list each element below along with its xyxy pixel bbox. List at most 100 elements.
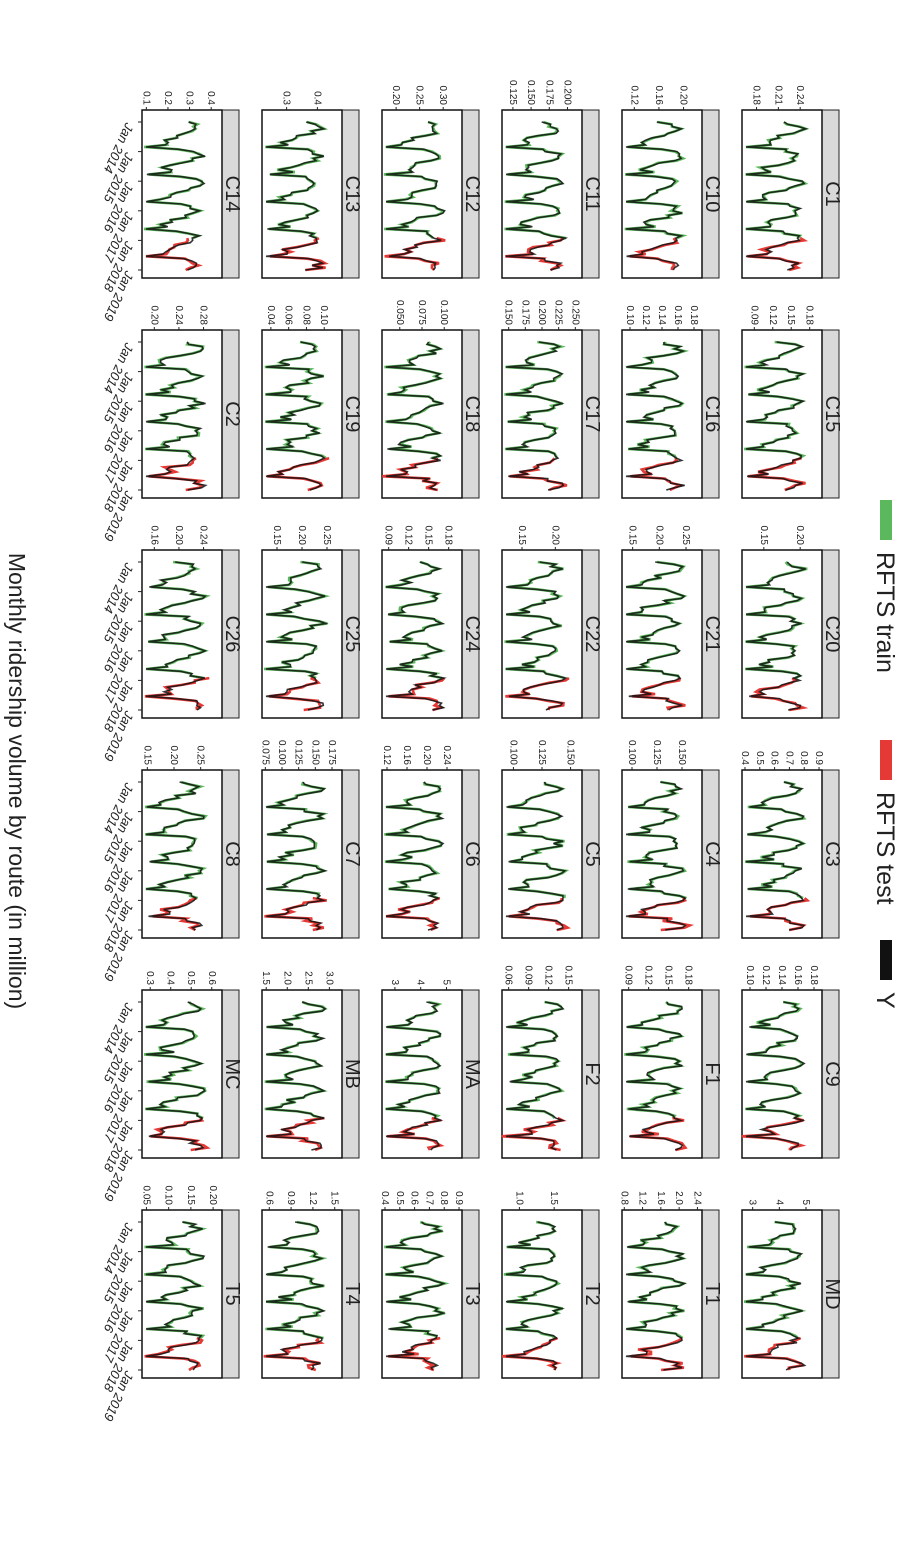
- series-y: [385, 561, 447, 711]
- legend: RFTS train RFTS test Y: [871, 500, 899, 1009]
- ytick-label: 0.06: [503, 966, 514, 986]
- ytick-label: 3.0: [323, 971, 334, 985]
- series-y: [625, 341, 686, 491]
- ytick-label: 0.12: [403, 526, 414, 546]
- panel-C6: C6 0.24 0.20 0.16 0.12: [381, 746, 483, 939]
- panel-MA: MA 5 4 3: [381, 979, 483, 1159]
- panel-box-C19: [261, 329, 343, 499]
- ytick-label: 0.3: [184, 91, 195, 105]
- panel-box-C7: [261, 769, 343, 939]
- strip-label-MC: MC: [221, 1058, 243, 1089]
- series-y: [385, 1001, 442, 1151]
- ytick-label: 0.09: [383, 526, 394, 546]
- strip-label-C7: C7: [341, 841, 363, 867]
- panel-T1: T1 2.4 2.0 1.6 1.2 0.8: [618, 1191, 723, 1379]
- strip-label-C22: C22: [581, 616, 603, 653]
- panel-T2: T2 1.5 1.0: [501, 1191, 603, 1379]
- ytick-label: 0.20: [296, 526, 307, 546]
- ytick-label: 0.12: [381, 746, 392, 766]
- panel-C15: C15 0.18 0.15 0.12 0.09: [741, 306, 843, 499]
- series-y: [145, 341, 208, 491]
- panel-F2: F2 0.15 0.12 0.09 0.06: [501, 966, 603, 1159]
- ytick-label: 0.30: [437, 86, 448, 106]
- strip-label-C10: C10: [701, 176, 723, 213]
- strip-label-C24: C24: [461, 616, 483, 653]
- panel-C11: C11 0.200 0.175 0.150 0.125: [501, 80, 603, 279]
- series-y: [505, 1221, 565, 1371]
- ytick-label: 0.15: [516, 526, 527, 546]
- strip-label-C3: C3: [821, 841, 843, 867]
- ytick-label: 0.2: [162, 91, 173, 105]
- ytick-label: 0.20: [390, 86, 401, 106]
- panel-T5: T5 0.20 0.15 0.10 0.05: [140, 1186, 243, 1379]
- series-y: [385, 121, 446, 271]
- panel-MB: MB 3.0 2.5 2.0 1.5: [260, 971, 363, 1159]
- ytick-label: 0.18: [688, 306, 699, 326]
- ytick-label: 0.20: [207, 1186, 218, 1206]
- ytick-label: 0.14: [656, 306, 667, 326]
- series-y: [385, 1221, 447, 1371]
- strip-label-C8: C8: [221, 841, 243, 867]
- ytick-label: 0.20: [168, 746, 179, 766]
- series-y: [145, 1221, 206, 1371]
- strip-label-C16: C16: [701, 396, 723, 433]
- ytick-label: 0.175: [519, 300, 530, 325]
- ytick-label: 0.4: [205, 91, 216, 105]
- panel-C2: C2 0.28 0.24 0.20: [141, 306, 243, 499]
- ytick-label: 0.4: [739, 751, 750, 765]
- strip-label-C14: C14: [221, 176, 243, 213]
- ytick-label: 0.18: [804, 306, 815, 326]
- series-y: [385, 341, 444, 491]
- ytick-label: 0.15: [758, 526, 769, 546]
- panel-box-C22: [501, 549, 583, 719]
- strip-label-C15: C15: [821, 396, 843, 433]
- ytick-label: 1.5: [548, 1191, 559, 1205]
- panel-box-C14: [141, 109, 223, 279]
- series-y: [625, 561, 686, 711]
- ytick-label: 0.125: [536, 740, 547, 765]
- strip-label-C4: C4: [701, 841, 723, 867]
- ytick-label: 0.12: [640, 306, 651, 326]
- legend-label-0: RFTS train: [871, 552, 899, 673]
- strip-label-C25: C25: [341, 616, 363, 653]
- series-y: [385, 781, 445, 931]
- series-y: [265, 341, 326, 491]
- ytick-label: 0.10: [318, 306, 329, 326]
- strip-label-F1: F1: [701, 1062, 723, 1085]
- ytick-label: 0.18: [443, 526, 454, 546]
- ytick-label: 0.9: [285, 1191, 296, 1205]
- ytick-label: 0.5: [394, 1191, 405, 1205]
- strip-label-C20: C20: [821, 616, 843, 653]
- ytick-label: 0.3: [281, 91, 292, 105]
- panel-box-MA: [381, 989, 463, 1159]
- ytick-label: 0.4: [311, 91, 322, 105]
- ytick-label: 0.075: [416, 300, 427, 325]
- strip-label-MA: MA: [461, 1059, 483, 1090]
- ytick-label: 0.4: [379, 1191, 390, 1205]
- series-y: [745, 561, 806, 711]
- panel-box-C4: [621, 769, 703, 939]
- ytick-label: 0.09: [748, 306, 759, 326]
- ytick-label: 0.150: [525, 80, 536, 105]
- series-y: [505, 561, 568, 711]
- series-y: [745, 341, 807, 491]
- ytick-label: 1.6: [655, 1191, 666, 1205]
- panel-box-C21: [621, 549, 703, 719]
- ytick-label: 0.24: [198, 526, 209, 546]
- ytick-label: 0.15: [185, 1186, 196, 1206]
- ytick-label: 0.200: [561, 80, 572, 105]
- ytick-label: 0.25: [321, 526, 332, 546]
- ytick-label: 0.14: [776, 966, 787, 986]
- series-y: [625, 781, 687, 931]
- panel-C3: C3 0.9 0.8 0.70.6 0.5 0.4: [739, 751, 843, 939]
- strip-label-T1: T1: [701, 1282, 723, 1305]
- panel-C1: C1 0.24 0.21 0.18: [741, 86, 843, 279]
- ytick-label: 0.18: [751, 86, 762, 106]
- series-y: [265, 121, 327, 271]
- series-y: [145, 781, 205, 931]
- panel-box-C13: [261, 109, 343, 279]
- ytick-label: 0.24: [794, 86, 805, 106]
- legend-key-0: [880, 500, 892, 540]
- ytick-label: 0.6: [206, 971, 217, 985]
- ytick-label: 0.15: [785, 306, 796, 326]
